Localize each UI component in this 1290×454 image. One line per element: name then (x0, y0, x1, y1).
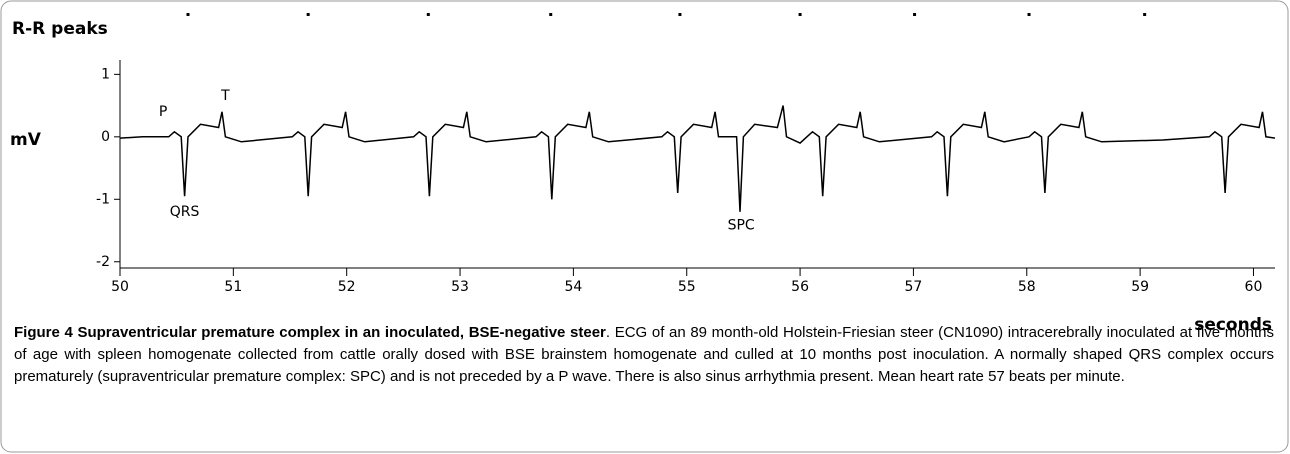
y-label: mV (10, 130, 42, 150)
annotation: QRS (170, 204, 200, 220)
x-tick-label: 53 (451, 279, 469, 295)
x-label: seconds (1194, 315, 1272, 335)
x-tick-label: 54 (564, 279, 582, 295)
chart-title: R-R peaks (12, 19, 108, 39)
x-tick-label: 57 (905, 279, 923, 295)
caption: Figure 4 Supraventricular premature comp… (14, 322, 1274, 388)
x-tick-label: 52 (338, 279, 356, 295)
x-tick-label: 58 (1018, 279, 1036, 295)
caption-label: Figure 4 Supraventricular premature comp… (14, 324, 606, 341)
rr-peak (426, 13, 430, 16)
x-tick-label: 50 (111, 279, 129, 295)
rr-peak (1027, 13, 1031, 16)
y-tick-label: 0 (101, 129, 110, 145)
y-tick-label: -2 (96, 254, 110, 270)
rr-peak (913, 13, 917, 16)
annotation: SPC (728, 218, 755, 234)
x-tick-label: 51 (224, 279, 242, 295)
annotation: P (159, 104, 167, 120)
ecg-trace (119, 105, 1276, 212)
y-tick-label: -1 (96, 191, 110, 207)
rr-peak (306, 13, 310, 16)
x-tick-label: 60 (1245, 279, 1263, 295)
x-tick-label: 59 (1131, 279, 1149, 295)
rr-peak (1143, 13, 1147, 16)
caption-text: . ECG of an 89 month-old Holstein-Friesi… (14, 324, 1274, 385)
rr-peak (549, 13, 553, 16)
x-tick-label: 55 (678, 279, 696, 295)
x-tick-label: 56 (791, 279, 809, 295)
y-tick-label: 1 (101, 66, 110, 82)
rr-peak (186, 13, 190, 16)
annotation: T (220, 88, 230, 104)
rr-peak (798, 13, 802, 16)
rr-peak (678, 13, 682, 16)
